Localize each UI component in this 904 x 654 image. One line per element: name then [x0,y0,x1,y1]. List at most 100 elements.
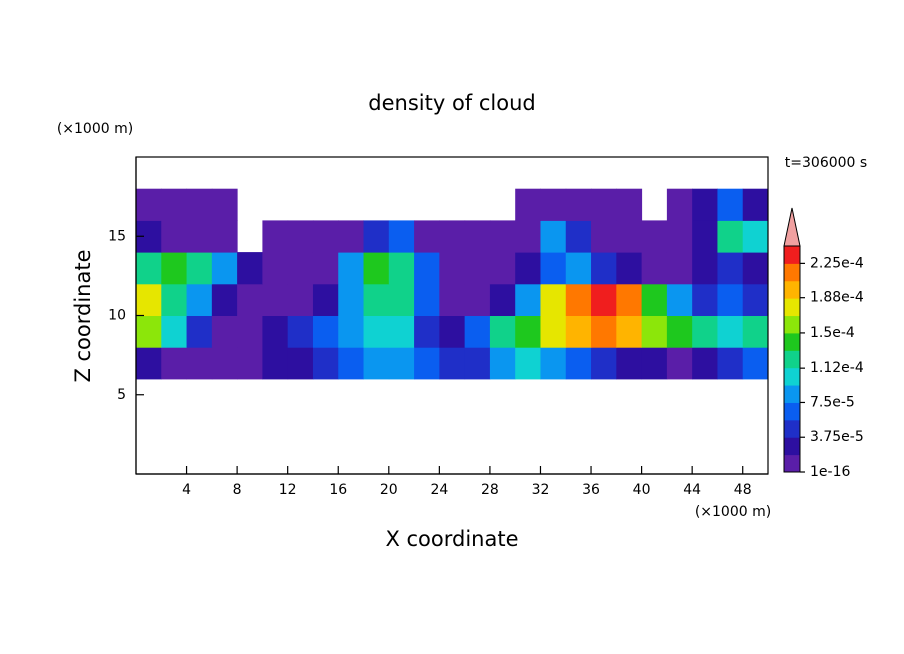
x-tick-label: 32 [532,482,550,498]
x-tick-label: 24 [430,482,448,498]
heatmap-cell [692,315,718,348]
heatmap-cell [666,347,693,380]
colorbar-band [784,437,800,456]
heatmap-cell [616,347,643,380]
heatmap-cell [414,315,440,348]
colorbar-band [784,454,800,473]
heatmap-cell [287,220,314,253]
x-tick-label: 36 [582,482,600,498]
heatmap-cell [338,283,365,316]
heatmap-cell [591,315,617,348]
heatmap-cell [439,347,466,380]
heatmap-cell [616,220,643,253]
colorbar-band [784,332,800,351]
heatmap-cell [641,347,668,380]
chart-title: density of cloud [368,91,535,115]
heatmap-cell [287,252,314,285]
colorbar-band [784,402,800,421]
heatmap-cell [666,188,693,221]
heatmap-cell [287,347,314,380]
colorbar-frame [783,245,801,473]
heatmap-cell [692,283,718,316]
heatmap-cell [237,283,263,316]
heatmap-cell [312,315,339,348]
heatmap-cell [338,347,365,380]
heatmap-cell [338,252,365,285]
heatmap-cell [161,315,188,348]
heatmap-cell [692,220,718,253]
colorbar-band [784,367,800,386]
heatmap-cell [464,347,491,380]
heatmap-cell [742,220,769,253]
x-tick-label: 16 [329,482,347,498]
heatmap-cell [388,283,415,316]
heatmap-cell [489,283,516,316]
y-tick-label: 15 [108,228,126,244]
heatmap-cell [515,347,541,380]
colorbar-tick-label: 3.75e-5 [810,429,864,445]
heatmap-cell [287,315,314,348]
heatmap-cell [161,252,188,285]
x-tick-label: 48 [734,482,752,498]
heatmap-cell [717,252,744,285]
heatmap-cell [186,315,213,348]
heatmap-cell [161,220,188,253]
heatmap-cell [666,283,693,316]
heatmap-cell [515,220,541,253]
heatmap-cell [540,315,567,348]
heatmap-cell [616,315,643,348]
heatmap-cell [591,347,617,380]
heatmap-cell [742,188,769,221]
heatmap-cell [363,220,390,253]
heatmap-cell [186,283,213,316]
heatmap-cell [515,252,541,285]
heatmap-cell [515,315,541,348]
heatmap-cell [591,188,617,221]
heatmap-cell [338,220,365,253]
heatmap-cell [717,188,744,221]
heatmap-cell [439,252,466,285]
heatmap-cell [211,347,238,380]
heatmap-cell [211,252,238,285]
colorbar-tick-label: 1.88e-4 [810,290,864,306]
heatmap-cell [641,220,668,253]
heatmap-cell [616,188,643,221]
colorbar-over [783,207,801,247]
heatmap-cell [540,188,567,221]
heatmap-cell [161,347,188,380]
heatmap-cell [616,252,643,285]
heatmap-cell [363,315,390,348]
heatmap-cell [742,252,769,285]
heatmap-cell [312,252,339,285]
heatmap-cell [489,252,516,285]
heatmap-cell [414,252,440,285]
colorbar-band [784,385,800,403]
heatmap-cell [742,347,769,380]
heatmap-cell [439,220,466,253]
heatmap-cell [540,252,567,285]
x-tick-label: 4 [182,482,191,498]
heatmap-cell [414,283,440,316]
colorbar-tick-label: 2.25e-4 [810,255,864,271]
colorbar-tick-label: 1.5e-4 [810,325,855,341]
heatmap-cell [439,315,466,348]
heatmap-cell [414,220,440,253]
x-tick-label: 8 [233,482,242,498]
heatmap-cell [515,188,541,221]
heatmap-cell [186,220,213,253]
heatmap-cell [489,315,516,348]
heatmap-cell [388,347,415,380]
heatmap-cells [136,188,769,380]
heatmap-cell [565,347,592,380]
heatmap-cell [312,347,339,380]
heatmap-cell [717,347,744,380]
heatmap-cell [388,220,415,253]
heatmap-cell [515,283,541,316]
x-tick-label: 44 [683,482,701,498]
heatmap-cell [717,220,744,253]
heatmap-cell [641,315,668,348]
heatmap-cell [312,220,339,253]
colorbar-band [784,315,800,334]
heatmap-cell [742,315,769,348]
heatmap-cell [565,220,592,253]
